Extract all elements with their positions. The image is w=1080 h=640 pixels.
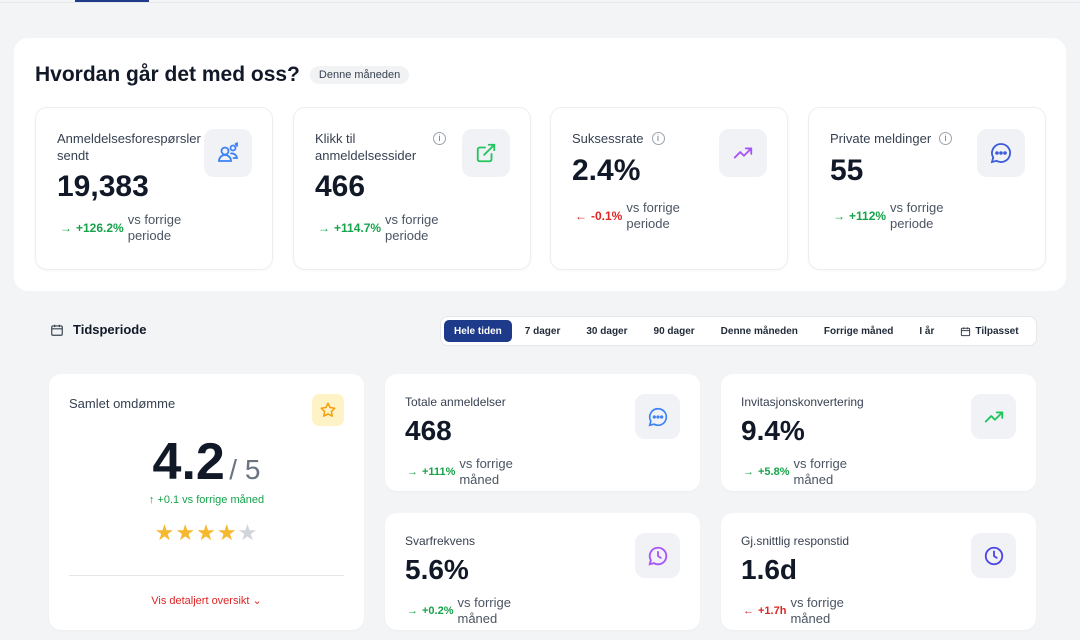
period-badge: Denne måneden	[309, 66, 410, 84]
users-icon	[204, 129, 252, 177]
arrow-left-icon: ←	[743, 605, 754, 617]
calendar-icon	[961, 326, 971, 336]
star-icon	[312, 394, 344, 426]
message-icon	[977, 129, 1025, 177]
kpi-value: 19,383	[57, 170, 149, 203]
kpi-label: Anmeldelsesforespørsler sendt	[57, 131, 201, 163]
reputation-card: Samlet omdømme 4.2 / 5 ↑ +0.1 vs forrige…	[49, 374, 364, 630]
kpi-delta: → +112% vs forrige periode	[833, 200, 944, 231]
external-link-icon	[462, 129, 510, 177]
stat-title: Gj.snittlig responstid	[741, 534, 850, 548]
info-icon[interactable]: i	[651, 132, 665, 145]
arrow-right-icon: →	[318, 221, 330, 235]
top-divider	[0, 2, 1080, 3]
tab-90-days[interactable]: 90 dager	[653, 325, 695, 337]
summary-panel: Hvordan går det med oss? Denne måneden A…	[14, 38, 1066, 291]
kpi-delta: ← -0.1% vs forrige periode	[575, 200, 680, 231]
kpi-card-private-messages: Private meldinger i 55 → +112% vs forrig…	[808, 107, 1046, 270]
time-period-label: Tidsperiode	[50, 322, 146, 337]
divider	[69, 575, 344, 576]
reputation-title: Samlet omdømme	[69, 396, 176, 411]
tab-this-year[interactable]: I år	[919, 325, 935, 337]
stat-value: 5.6%	[405, 554, 469, 585]
arrow-right-icon: →	[833, 209, 845, 223]
stat-value: 9.4%	[741, 415, 805, 446]
calendar-icon	[51, 324, 63, 336]
kpi-delta: → +114.7% vs forrige periode	[318, 212, 439, 243]
kpi-card-requests-sent: Anmeldelsesforespørsler sendt i 19,383 →…	[35, 107, 273, 270]
summary-title: Hvordan går det med oss?	[35, 63, 300, 86]
kpi-label: Private meldinger	[830, 131, 932, 146]
stat-delta: ← +1.7h vs forrige måned	[743, 595, 844, 626]
tab-last-month[interactable]: Forrige måned	[823, 325, 894, 337]
stat-delta: → +111% vs forrige måned	[407, 456, 513, 487]
tab-7-days[interactable]: 7 dager	[524, 325, 561, 337]
kpi-card-clicks: Klikk til anmeldelsessider i 466 → +114.…	[293, 107, 531, 270]
kpi-label: Suksessrate	[572, 131, 644, 146]
reputation-score: 4.2 / 5	[152, 433, 261, 491]
period-tabs: Hele tiden 7 dager 30 dager 90 dager Den…	[440, 316, 1037, 346]
star-icon: ★	[154, 520, 176, 545]
stat-value: 468	[405, 415, 452, 446]
trending-up-icon	[971, 394, 1016, 439]
star-icon: ★	[216, 520, 238, 545]
kpi-value: 2.4%	[572, 154, 641, 187]
stat-title: Svarfrekvens	[405, 534, 476, 548]
stat-card-invite-conversion: Invitasjonskonvertering 9.4% → +5.8% vs …	[721, 374, 1036, 491]
stat-card-response-rate: Svarfrekvens 5.6% → +0.2% vs forrige mån…	[385, 513, 700, 630]
stat-value: 1.6d	[741, 554, 798, 585]
kpi-value: 466	[315, 170, 366, 203]
star-icon: ★	[237, 520, 259, 545]
clock-icon	[971, 533, 1016, 578]
tab-custom[interactable]: Tilpasset	[947, 320, 1031, 342]
kpi-value: 55	[830, 154, 864, 187]
info-icon[interactable]: i	[939, 132, 953, 145]
stat-card-avg-response-time: Gj.snittlig responstid 1.6d ← +1.7h vs f…	[721, 513, 1036, 630]
star-rating: ★★★★★	[49, 520, 364, 546]
message-icon	[635, 394, 680, 439]
tab-30-days[interactable]: 30 dager	[586, 325, 628, 337]
arrow-right-icon: →	[407, 466, 418, 478]
stat-card-total-reviews: Totale anmeldelser 468 → +111% vs forrig…	[385, 374, 700, 491]
trending-up-icon	[719, 129, 767, 177]
tab-this-month[interactable]: Denne måneden	[720, 325, 798, 337]
stat-title: Totale anmeldelser	[405, 395, 506, 409]
stat-delta: → +5.8% vs forrige måned	[743, 456, 847, 487]
arrow-left-icon: ←	[575, 209, 587, 223]
reputation-change: ↑ +0.1 vs forrige måned	[148, 494, 265, 506]
chevron-down-icon: ⌄	[252, 595, 262, 607]
kpi-delta: → +126.2% vs forrige periode	[60, 212, 182, 243]
arrow-right-icon: →	[60, 221, 72, 235]
kpi-label: Klikk til anmeldelsessider	[315, 131, 417, 163]
summary-header: Hvordan går det med oss? Denne måneden	[35, 63, 410, 87]
detail-overview-link[interactable]: Vis detaljert oversikt ⌄	[151, 595, 262, 607]
active-tab-indicator	[75, 0, 149, 2]
info-icon[interactable]: i	[433, 132, 446, 145]
stat-delta: → +0.2% vs forrige måned	[407, 595, 511, 626]
star-icon: ★	[175, 520, 197, 545]
arrow-right-icon: →	[407, 605, 418, 617]
star-icon: ★	[196, 520, 217, 545]
stat-title: Invitasjonskonvertering	[741, 395, 864, 409]
reply-clock-icon	[635, 533, 680, 578]
arrow-right-icon: →	[743, 466, 754, 478]
tab-all-time[interactable]: Hele tiden	[444, 320, 512, 342]
kpi-card-success-rate: Suksessrate i 2.4% ← -0.1% vs forrige pe…	[550, 107, 788, 270]
